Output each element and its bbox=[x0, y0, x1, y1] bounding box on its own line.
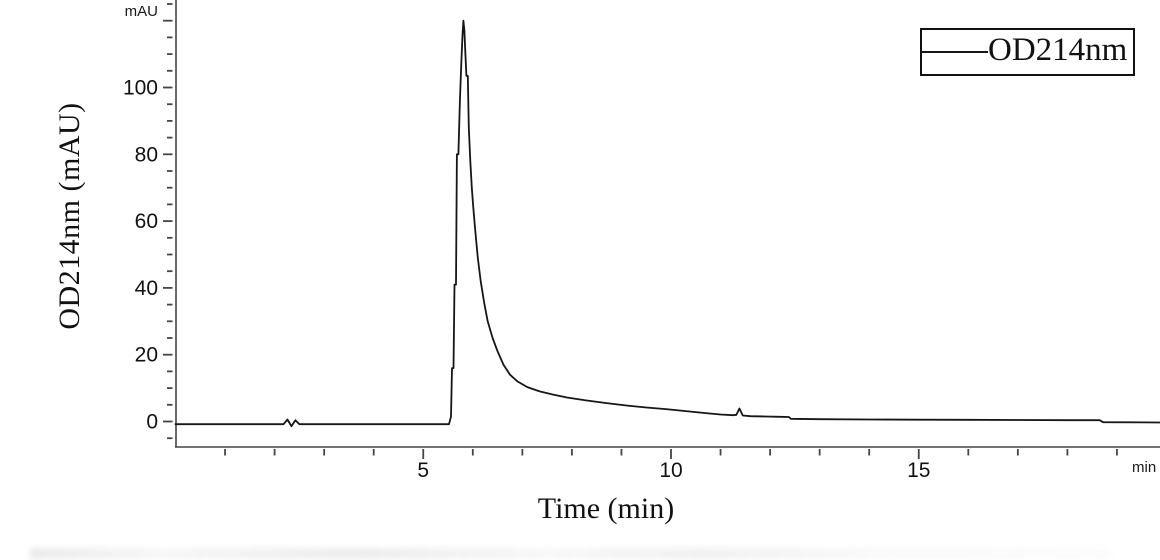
x-axis-tick-labels: 5 10 15 bbox=[417, 459, 930, 482]
svg-text:100: 100 bbox=[123, 77, 158, 100]
legend-series-label: OD214nm bbox=[988, 32, 1128, 68]
axes bbox=[175, 0, 1160, 448]
svg-text:20: 20 bbox=[135, 344, 158, 367]
svg-text:40: 40 bbox=[135, 277, 158, 300]
svg-text:60: 60 bbox=[135, 210, 158, 233]
svg-text:15: 15 bbox=[907, 459, 930, 482]
x-axis-title: Time (min) bbox=[537, 492, 675, 525]
y-axis-title: OD214nm (mAU) bbox=[53, 102, 86, 330]
legend-box: OD214nm bbox=[920, 28, 1135, 76]
series-trace-OD214nm bbox=[174, 19, 1160, 428]
x-axis-unit-label: min bbox=[1132, 459, 1157, 476]
bottom-smudge-artifact bbox=[30, 548, 1110, 559]
y-axis-ticks bbox=[163, 3, 173, 440]
svg-text:0: 0 bbox=[146, 411, 158, 434]
x-axis-ticks bbox=[224, 449, 1118, 459]
y-axis-tick-labels: 0 20 40 60 80 100 bbox=[123, 77, 158, 434]
y-axis-unit-label: mAU bbox=[124, 3, 158, 20]
svg-text:5: 5 bbox=[417, 459, 429, 482]
svg-text:10: 10 bbox=[659, 459, 682, 482]
svg-text:80: 80 bbox=[135, 143, 158, 166]
legend-line-sample bbox=[922, 51, 988, 53]
